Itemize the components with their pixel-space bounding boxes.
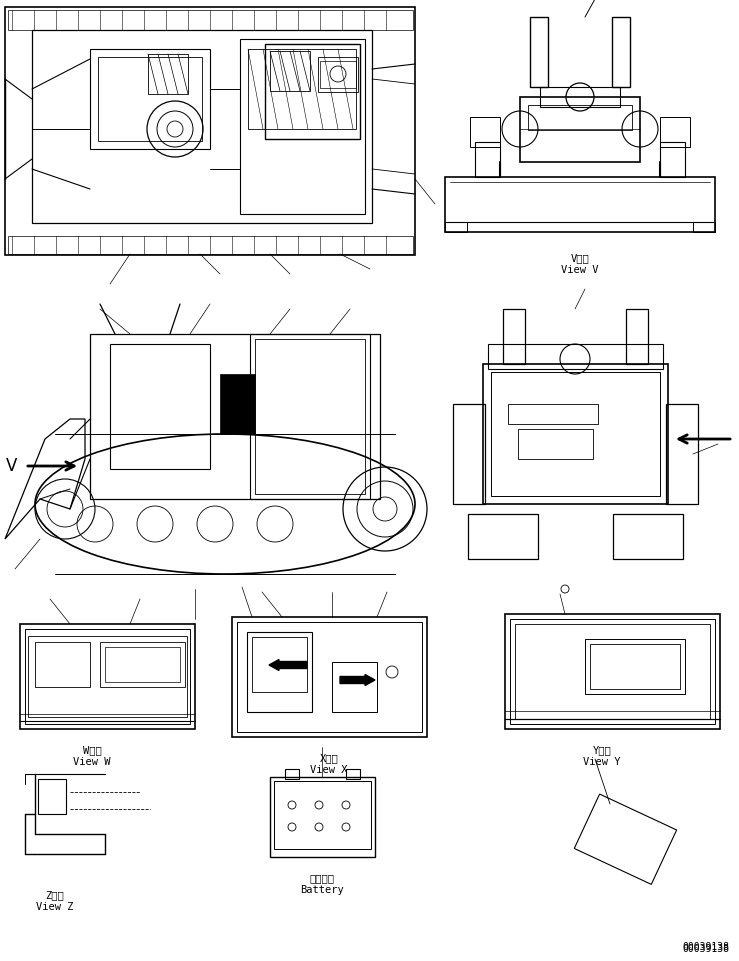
Text: View W: View W bbox=[73, 756, 111, 766]
Bar bbox=[32, 31, 372, 224]
Bar bbox=[453, 405, 485, 505]
Bar bbox=[318, 58, 358, 93]
Bar bbox=[285, 769, 299, 779]
Bar bbox=[488, 345, 663, 370]
Text: View Y: View Y bbox=[583, 756, 621, 766]
Bar bbox=[508, 405, 598, 425]
Bar bbox=[590, 644, 680, 689]
Bar bbox=[530, 18, 548, 87]
Bar bbox=[660, 143, 685, 178]
Bar bbox=[626, 309, 648, 364]
Bar bbox=[148, 55, 188, 95]
Text: V　視: V 視 bbox=[571, 253, 590, 262]
Text: 00039138: 00039138 bbox=[682, 943, 729, 953]
Bar bbox=[25, 629, 190, 725]
Bar bbox=[503, 309, 525, 364]
Text: Battery: Battery bbox=[300, 884, 344, 894]
Bar bbox=[105, 648, 180, 682]
Bar bbox=[90, 50, 210, 150]
Bar bbox=[110, 345, 210, 470]
Bar bbox=[250, 334, 370, 500]
Text: バッテリ: バッテリ bbox=[310, 872, 335, 882]
Bar bbox=[475, 143, 500, 178]
Bar bbox=[491, 373, 660, 497]
FancyArrow shape bbox=[269, 660, 307, 671]
Bar bbox=[470, 118, 500, 148]
Bar bbox=[666, 405, 698, 505]
Bar bbox=[320, 62, 356, 89]
Text: X　視: X 視 bbox=[320, 752, 338, 762]
Bar bbox=[613, 514, 683, 559]
Bar bbox=[520, 98, 640, 162]
Bar bbox=[274, 781, 371, 850]
Bar bbox=[237, 623, 422, 732]
Bar bbox=[518, 430, 593, 459]
Bar bbox=[35, 642, 90, 687]
Text: Z　視: Z 視 bbox=[46, 889, 64, 899]
Bar bbox=[20, 625, 195, 729]
Bar bbox=[346, 769, 360, 779]
Bar bbox=[540, 87, 620, 108]
FancyArrow shape bbox=[340, 675, 375, 686]
Bar bbox=[28, 636, 187, 717]
Bar bbox=[612, 18, 630, 87]
Bar bbox=[693, 223, 715, 233]
Text: Y　視: Y 視 bbox=[593, 744, 611, 754]
Bar bbox=[445, 223, 467, 233]
Text: W　視: W 視 bbox=[83, 744, 101, 754]
Bar bbox=[510, 619, 715, 725]
Bar bbox=[574, 794, 677, 884]
Bar bbox=[255, 339, 365, 495]
Bar bbox=[270, 52, 310, 92]
Bar bbox=[8, 11, 413, 31]
Text: View X: View X bbox=[310, 764, 348, 775]
Bar bbox=[90, 334, 380, 500]
Bar bbox=[38, 779, 66, 814]
Bar bbox=[332, 662, 377, 712]
Bar bbox=[445, 178, 715, 233]
Bar bbox=[585, 639, 685, 694]
Bar bbox=[528, 106, 632, 131]
Bar bbox=[247, 632, 312, 712]
Text: 00039138: 00039138 bbox=[682, 941, 729, 951]
Bar bbox=[265, 45, 360, 140]
Bar bbox=[252, 637, 307, 692]
Bar bbox=[468, 514, 538, 559]
Bar bbox=[270, 777, 375, 857]
Bar bbox=[240, 40, 365, 214]
Bar bbox=[8, 236, 413, 255]
Bar bbox=[515, 625, 710, 719]
Bar bbox=[5, 8, 415, 256]
Bar bbox=[98, 58, 202, 142]
Bar bbox=[248, 50, 356, 130]
Bar bbox=[232, 617, 427, 737]
Text: V: V bbox=[7, 456, 18, 475]
Bar bbox=[100, 642, 185, 687]
Bar bbox=[660, 118, 690, 148]
Bar bbox=[505, 614, 720, 729]
Text: View V: View V bbox=[561, 264, 599, 275]
Text: View Z: View Z bbox=[36, 901, 74, 911]
Bar bbox=[220, 375, 255, 434]
Bar bbox=[483, 364, 668, 505]
